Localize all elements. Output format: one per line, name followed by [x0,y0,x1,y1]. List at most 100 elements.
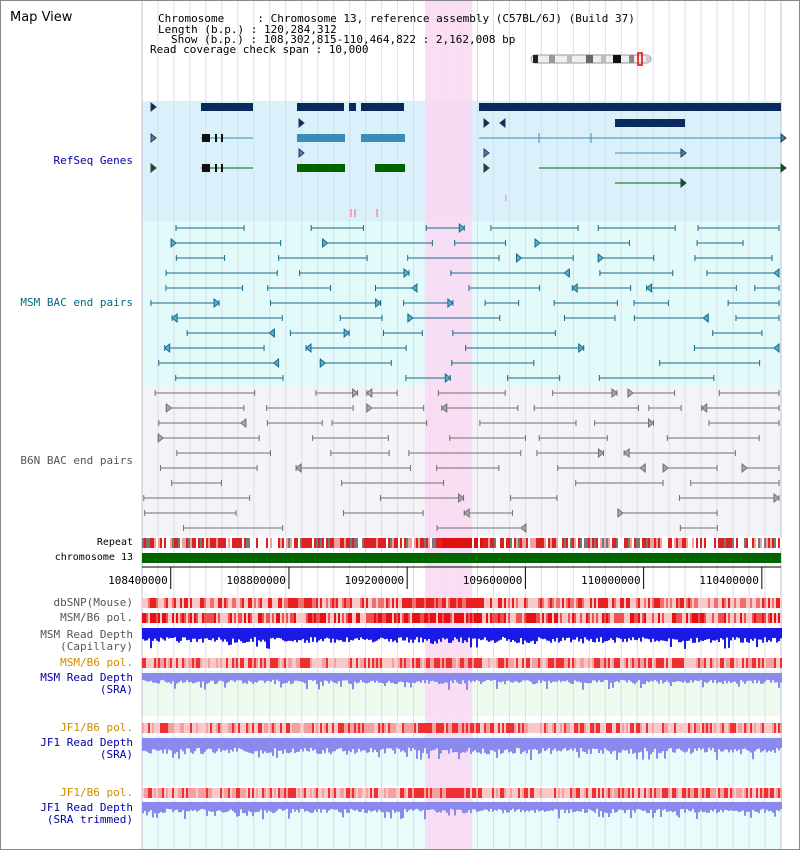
msm-depth-sra-track-bar [424,673,426,684]
jf1-depth-trimmed-track-bar [220,802,222,812]
jf1-depth-sra-track-bar [262,738,264,754]
jf1-read-depth-trimmed-label[interactable]: JF1 Read Depth (SRA trimmed) [40,801,133,826]
repeat-segment [172,538,174,548]
msm-depth-sra-track-bar [366,673,368,684]
msm-depth-capillary-track-bar [640,628,642,642]
msm-read-depth-capillary-label[interactable]: MSM Read Depth (Capillary) [40,628,133,653]
jf1-b6-pol-trimmed-track-cell [334,788,336,798]
b6n-bac-label[interactable]: B6N BAC end pairs [20,454,133,467]
dbsnp-track-cell [428,598,430,608]
msm-b6-pol-track-cell [146,613,148,623]
msm-b6-pol-sra-track-cell [158,658,160,668]
msm-bac-pair-arrow [578,342,585,354]
jf1-b6-pol-trimmed-track-cell [498,788,500,798]
msm-read-depth-sra-label[interactable]: MSM Read Depth (SRA) [40,671,133,696]
jf1-depth-trimmed-track-bar [636,802,638,810]
repeat-segment [650,538,652,548]
jf1-b6-pol-track-cell [394,723,396,733]
jf1-b6-pol-track-cell [734,723,736,733]
b6n-bac-pair-arrow [773,492,780,504]
msm-depth-sra-track-bar [222,673,224,682]
jf1-b6-pol-track-cell [452,723,454,733]
repeat-segment [388,538,390,548]
msm-b6-pol-sra-track-cell [720,658,722,668]
dbsnp-track-cell [148,598,150,608]
repeat-segment [190,538,192,548]
msm-depth-sra-track-bar [364,673,366,683]
msm-b6-pol-sra-track-cell [506,658,508,668]
msm-depth-sra-track-bar [652,673,654,682]
dbsnp-track-cell [548,598,550,608]
dbsnp-label[interactable]: dbSNP(Mouse) [53,596,133,609]
msm-depth-sra-track-bar [384,673,386,687]
msm-depth-capillary-track-bar [722,628,724,640]
msm-b6-pol-sra-track-cell [322,658,324,668]
msm-depth-capillary-track-bar [538,628,540,638]
jf1-b6-pol-trimmed-track-cell [480,788,482,798]
msm-b6-pol-track-cell [450,613,452,623]
jf1-depth-trimmed-track-bar [616,802,618,813]
msm-depth-sra-track-bar [724,673,726,681]
repeat-segment [462,538,464,548]
msm-bac-label[interactable]: MSM BAC end pairs [20,296,133,309]
jf1-depth-sra-track-bar [584,738,586,753]
jf1-b6-pol-trimmed-track-cell [506,788,508,798]
jf1-depth-sra-track-bar [674,738,676,753]
jf1-depth-trimmed-track-bar [402,802,404,819]
dbsnp-track-cell [150,598,152,608]
ideogram-band [533,55,538,63]
msm-depth-capillary-track-bar [364,628,366,640]
gene-block [361,134,405,142]
strand-arrow [483,162,490,174]
msm-depth-sra-track-bar [172,673,174,682]
jf1-depth-sra-track-bar [152,738,154,750]
jf1-b6-pol-label[interactable]: JF1/B6 pol. [60,721,133,734]
jf1-b6-pol-trimmed-track-cell [504,788,506,798]
jf1-b6-pol-trimmed-track-cell [618,788,620,798]
jf1-b6-pol-trimmed-track-cell [258,788,260,798]
repeat-segment [748,538,750,548]
msm-depth-capillary-track-bar [398,628,400,638]
dbsnp-track-cell [306,598,308,608]
jf1-b6-pol-track-cell [608,723,610,733]
msm-b6-pol-sra-track-cell [210,658,212,668]
jf1-read-depth-sra-label[interactable]: JF1 Read Depth (SRA) [40,736,133,761]
msm-depth-sra-track-bar [656,673,658,682]
repeat-segment [746,538,748,548]
jf1-depth-trimmed-track-bar [682,802,684,810]
jf1-depth-sra-track-bar [452,738,454,753]
msm-depth-capillary-track-bar [210,628,212,641]
gene-arrow [150,101,157,113]
msm-b6-pol-sra-label[interactable]: MSM/B6 pol. [60,656,133,669]
dbsnp-track-cell [454,598,456,608]
jf1-b6-pol-track-cell [494,723,496,733]
jf1-b6-pol-trimmed-track-cell [508,788,510,798]
jf1-b6-pol-track-cell [602,723,604,733]
jf1-b6-pol-track-cell [676,723,678,733]
repeat-segment [370,538,372,548]
jf1-depth-sra-track-bar [714,738,716,753]
msm-b6-pol-track-cell [420,613,422,623]
jf1-depth-trimmed-track-bar [318,802,320,810]
jf1-b6-pol-trimmed-track-cell [260,788,262,798]
jf1-depth-sra-track-bar [576,738,578,752]
repeat-segment [732,538,734,548]
jf1-b6-pol-track-cell [368,723,370,733]
jf1-b6-pol-track-cell [192,723,194,733]
dbsnp-track-cell [292,598,294,608]
jf1-b6-pol-track-cell [540,723,542,733]
refseq-genes-label[interactable]: RefSeq Genes [53,154,133,167]
msm-b6-pol-track-cell [356,613,358,623]
jf1-b6-pol-trimmed-label[interactable]: JF1/B6 pol. [60,786,133,799]
msm-b6-pol-label[interactable]: MSM/B6 pol. [60,611,133,624]
msm-depth-sra-track-bar [462,673,464,681]
msm-b6-pol-sra-track-cell [572,658,574,668]
msm-depth-capillary-track-bar [582,628,584,644]
msm-b6-pol-sra-track-cell [316,658,318,668]
jf1-depth-trimmed-track-bar [380,802,382,812]
jf1-depth-sra-track-bar [144,738,146,751]
msm-b6-pol-sra-track-cell [534,658,536,668]
jf1-b6-pol-trimmed-track-cell [410,788,412,798]
jf1-depth-sra-track-bar [644,738,646,748]
